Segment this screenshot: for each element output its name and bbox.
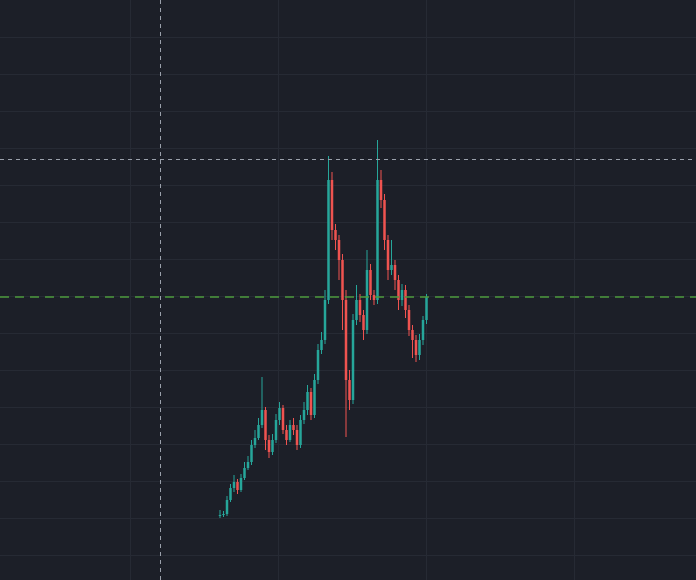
candle-body [372, 295, 376, 300]
candle-body [285, 430, 288, 440]
candle-body [302, 410, 306, 420]
candle-body [257, 425, 260, 438]
candle-body [351, 320, 355, 400]
candle-body [337, 240, 341, 260]
candle-body [306, 392, 309, 410]
candle-body [278, 408, 281, 420]
vertical-grid [130, 0, 575, 580]
candle-body [271, 440, 274, 452]
candle-body [295, 430, 299, 445]
candle-body [246, 462, 250, 468]
candle-body [229, 488, 232, 500]
candle-body [292, 425, 295, 430]
candle-body [327, 180, 330, 300]
candle-body [404, 290, 407, 310]
candle-body [274, 420, 278, 440]
candle-body [411, 330, 414, 340]
candle-body [232, 482, 236, 488]
candle-body [421, 320, 425, 340]
candle-body [348, 380, 351, 400]
candle-body [243, 468, 246, 478]
candle-body [386, 240, 390, 270]
candle-body [299, 420, 302, 445]
candle-body [281, 408, 285, 430]
candle-body [362, 315, 365, 330]
candle-body [358, 300, 362, 315]
plot [0, 37, 696, 556]
candle-body [253, 438, 257, 445]
candle-body [407, 310, 411, 330]
candle-body [288, 425, 292, 440]
candle-body [250, 445, 253, 462]
candle-body [260, 410, 264, 425]
candle-body [365, 270, 369, 330]
candle-body [316, 350, 320, 380]
candle-body [264, 410, 267, 440]
candle-body [355, 300, 358, 320]
candle-body [267, 440, 271, 452]
candle-body [376, 180, 379, 300]
candle-body [236, 482, 239, 490]
candle-body [341, 260, 344, 300]
candle-body [239, 478, 243, 490]
candle-body [397, 280, 400, 300]
candle-body [309, 392, 313, 415]
candle-body [330, 180, 334, 230]
candle-body [400, 290, 404, 300]
candle-body [320, 340, 323, 350]
candle-body [414, 340, 418, 355]
candle-body [425, 297, 428, 320]
candle-body [393, 265, 397, 280]
candle-body [334, 230, 337, 240]
candle-body [323, 300, 327, 340]
candle-body [383, 200, 386, 240]
candle-body [344, 300, 348, 380]
candle-body [418, 340, 421, 355]
candle-body [369, 270, 372, 295]
candle-body [222, 514, 225, 515]
candle-body [225, 500, 229, 514]
candle-body [313, 380, 316, 415]
candle-body [218, 515, 222, 516]
candle-body [390, 265, 393, 270]
candle-body [379, 180, 383, 200]
